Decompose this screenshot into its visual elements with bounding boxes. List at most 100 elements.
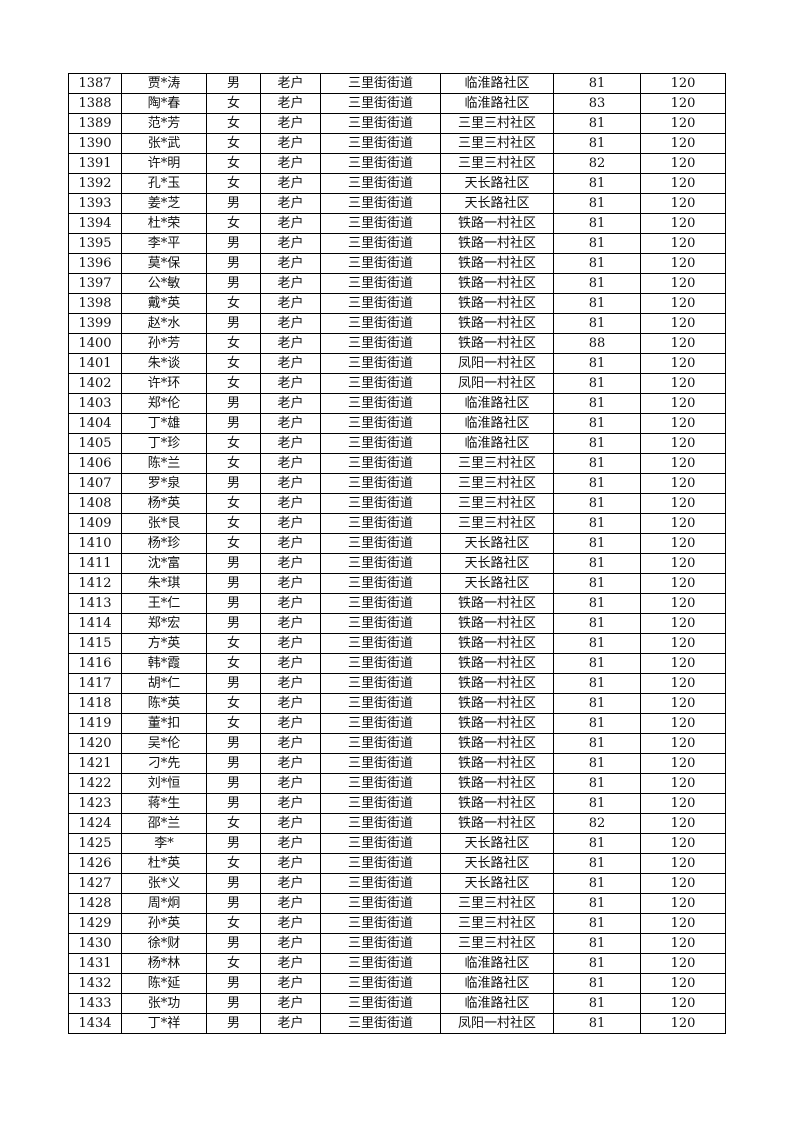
name-cell: 董*扣 — [121, 713, 207, 734]
amount-cell: 120 — [640, 433, 726, 454]
table-row: 1433 张*功男老户 三里街街道 临淮路社区 81 120 — [68, 993, 726, 1014]
gender-cell: 女 — [206, 533, 261, 554]
row-number-cell: 1402 — [68, 373, 122, 394]
score-cell: 81 — [553, 913, 641, 934]
street-cell: 三里街街道 — [320, 953, 441, 974]
name-cell: 张*功 — [121, 993, 207, 1014]
name-cell: 丁*珍 — [121, 433, 207, 454]
community-cell: 铁路一村社区 — [440, 213, 554, 234]
street-cell: 三里街街道 — [320, 473, 441, 494]
gender-cell: 男 — [206, 393, 261, 414]
row-number-cell: 1394 — [68, 213, 122, 234]
table-row: 1387 贾*涛男老户 三里街街道 临淮路社区 81 120 — [68, 73, 726, 94]
gender-cell: 男 — [206, 773, 261, 794]
amount-cell: 120 — [640, 293, 726, 314]
score-cell: 81 — [553, 473, 641, 494]
score-cell: 81 — [553, 433, 641, 454]
street-cell: 三里街街道 — [320, 133, 441, 154]
name-cell: 许*明 — [121, 153, 207, 174]
community-cell: 临淮路社区 — [440, 93, 554, 114]
gender-cell: 女 — [206, 293, 261, 314]
row-number-cell: 1390 — [68, 133, 122, 154]
street-cell: 三里街街道 — [320, 813, 441, 834]
community-cell: 铁路一村社区 — [440, 273, 554, 294]
household-type-cell: 老户 — [260, 353, 321, 374]
community-cell: 三里三村社区 — [440, 153, 554, 174]
community-cell: 三里三村社区 — [440, 493, 554, 514]
name-cell: 郑*伦 — [121, 393, 207, 414]
name-cell: 韩*霞 — [121, 653, 207, 674]
street-cell: 三里街街道 — [320, 753, 441, 774]
gender-cell: 男 — [206, 793, 261, 814]
row-number-cell: 1418 — [68, 693, 122, 714]
score-cell: 81 — [553, 313, 641, 334]
name-cell: 公*敏 — [121, 273, 207, 294]
household-type-cell: 老户 — [260, 813, 321, 834]
score-cell: 81 — [553, 653, 641, 674]
table-row: 1417 胡*仁男老户 三里街街道 铁路一村社区 81 120 — [68, 673, 726, 694]
street-cell: 三里街街道 — [320, 833, 441, 854]
gender-cell: 男 — [206, 973, 261, 994]
name-cell: 杨*珍 — [121, 533, 207, 554]
household-type-cell: 老户 — [260, 413, 321, 434]
row-number-cell: 1419 — [68, 713, 122, 734]
amount-cell: 120 — [640, 413, 726, 434]
household-type-cell: 老户 — [260, 273, 321, 294]
amount-cell: 120 — [640, 213, 726, 234]
street-cell: 三里街街道 — [320, 113, 441, 134]
table-row: 1399 赵*水男老户 三里街街道 铁路一村社区 81 120 — [68, 313, 726, 334]
amount-cell: 120 — [640, 793, 726, 814]
household-type-cell: 老户 — [260, 833, 321, 854]
street-cell: 三里街街道 — [320, 393, 441, 414]
street-cell: 三里街街道 — [320, 693, 441, 714]
gender-cell: 女 — [206, 153, 261, 174]
row-number-cell: 1428 — [68, 893, 122, 914]
table-row: 1395 李*平男老户 三里街街道 铁路一村社区 81 120 — [68, 233, 726, 254]
street-cell: 三里街街道 — [320, 873, 441, 894]
street-cell: 三里街街道 — [320, 613, 441, 634]
community-cell: 天长路社区 — [440, 533, 554, 554]
household-type-cell: 老户 — [260, 293, 321, 314]
amount-cell: 120 — [640, 93, 726, 114]
score-cell: 81 — [553, 293, 641, 314]
street-cell: 三里街街道 — [320, 933, 441, 954]
row-number-cell: 1427 — [68, 873, 122, 894]
score-cell: 82 — [553, 153, 641, 174]
community-cell: 天长路社区 — [440, 573, 554, 594]
name-cell: 张*艮 — [121, 513, 207, 534]
row-number-cell: 1426 — [68, 853, 122, 874]
amount-cell: 120 — [640, 673, 726, 694]
table-row: 1405 丁*珍女老户 三里街街道 临淮路社区 81 120 — [68, 433, 726, 454]
community-cell: 铁路一村社区 — [440, 293, 554, 314]
amount-cell: 120 — [640, 73, 726, 94]
score-cell: 81 — [553, 273, 641, 294]
score-cell: 81 — [553, 853, 641, 874]
table-row: 1427 张*义男老户 三里街街道 天长路社区 81 120 — [68, 873, 726, 894]
score-cell: 81 — [553, 973, 641, 994]
street-cell: 三里街街道 — [320, 93, 441, 114]
amount-cell: 120 — [640, 773, 726, 794]
score-cell: 81 — [553, 133, 641, 154]
gender-cell: 女 — [206, 173, 261, 194]
table-row: 1402 许*环女老户 三里街街道 凤阳一村社区 81 120 — [68, 373, 726, 394]
household-type-cell: 老户 — [260, 233, 321, 254]
score-cell: 81 — [553, 513, 641, 534]
household-type-cell: 老户 — [260, 733, 321, 754]
household-type-cell: 老户 — [260, 153, 321, 174]
gender-cell: 男 — [206, 933, 261, 954]
score-cell: 81 — [553, 933, 641, 954]
row-number-cell: 1387 — [68, 73, 122, 94]
household-type-cell: 老户 — [260, 973, 321, 994]
table-row: 1398 戴*英女老户 三里街街道 铁路一村社区 81 120 — [68, 293, 726, 314]
amount-cell: 120 — [640, 813, 726, 834]
street-cell: 三里街街道 — [320, 593, 441, 614]
name-cell: 张*武 — [121, 133, 207, 154]
table-row: 1434 丁*祥男老户 三里街街道 凤阳一村社区 81 120 — [68, 1013, 726, 1034]
community-cell: 天长路社区 — [440, 193, 554, 214]
score-cell: 81 — [553, 693, 641, 714]
name-cell: 孙*芳 — [121, 333, 207, 354]
name-cell: 杜*荣 — [121, 213, 207, 234]
table-row: 1389 范*芳女老户 三里街街道 三里三村社区 81 120 — [68, 113, 726, 134]
table-row: 1431 杨*林女老户 三里街街道 临淮路社区 81 120 — [68, 953, 726, 974]
community-cell: 天长路社区 — [440, 873, 554, 894]
